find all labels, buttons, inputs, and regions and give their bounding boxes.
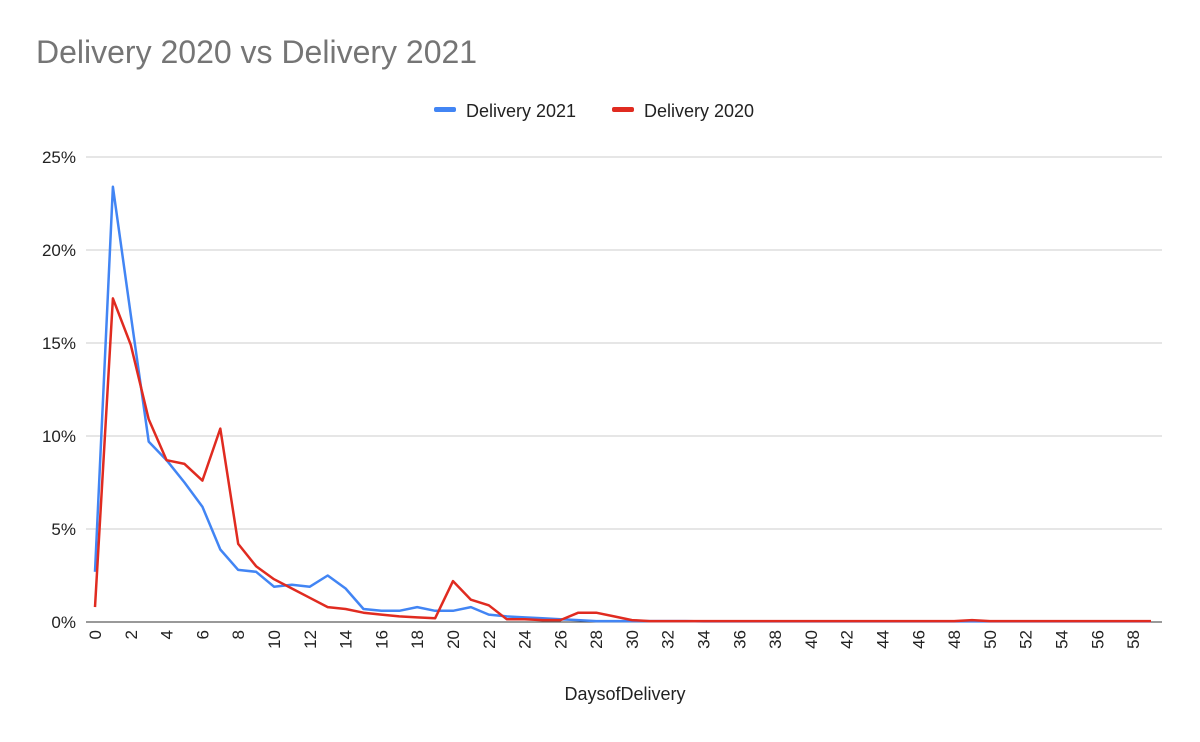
x-tick-label: 0 — [86, 630, 105, 639]
x-tick-label: 58 — [1124, 630, 1143, 649]
x-tick-label: 56 — [1088, 630, 1107, 649]
legend-swatch-0 — [434, 107, 456, 112]
x-tick-label: 48 — [945, 630, 964, 649]
x-tick-label: 32 — [659, 630, 678, 649]
x-tick-label: 4 — [158, 630, 177, 639]
legend-label-0: Delivery 2021 — [466, 101, 576, 121]
x-tick-label: 2 — [122, 630, 141, 639]
y-tick-label: 0% — [51, 613, 76, 632]
x-tick-label: 22 — [480, 630, 499, 649]
x-tick-label: 12 — [301, 630, 320, 649]
y-tick-label: 15% — [42, 334, 76, 353]
x-tick-label: 24 — [516, 630, 535, 649]
x-tick-label: 26 — [551, 630, 570, 649]
x-tick-label: 16 — [372, 630, 391, 649]
x-tick-label: 14 — [337, 630, 356, 649]
x-tick-label: 54 — [1053, 630, 1072, 649]
x-tick-label: 34 — [695, 630, 714, 649]
legend-label-1: Delivery 2020 — [644, 101, 754, 121]
x-tick-label: 40 — [802, 630, 821, 649]
x-tick-label: 44 — [874, 630, 893, 649]
x-tick-label: 38 — [766, 630, 785, 649]
y-tick-label: 25% — [42, 148, 76, 167]
x-tick-label: 52 — [1017, 630, 1036, 649]
y-tick-label: 10% — [42, 427, 76, 446]
x-tick-label: 20 — [444, 630, 463, 649]
legend-swatch-1 — [612, 107, 634, 112]
series-line-0 — [93, 185, 1151, 623]
chart-title: Delivery 2020 vs Delivery 2021 — [36, 34, 478, 70]
x-axis-title: DaysofDelivery — [564, 684, 685, 704]
series-line-1 — [93, 297, 1151, 623]
y-tick-label: 20% — [42, 241, 76, 260]
x-tick-label: 28 — [587, 630, 606, 649]
x-tick-label: 8 — [229, 630, 248, 639]
x-tick-label: 10 — [265, 630, 284, 649]
x-tick-label: 30 — [623, 630, 642, 649]
x-tick-label: 50 — [981, 630, 1000, 649]
x-tick-label: 18 — [408, 630, 427, 649]
x-tick-label: 6 — [193, 630, 212, 639]
x-tick-label: 46 — [909, 630, 928, 649]
x-tick-label: 36 — [730, 630, 749, 649]
y-tick-label: 5% — [51, 520, 76, 539]
x-tick-label: 42 — [838, 630, 857, 649]
